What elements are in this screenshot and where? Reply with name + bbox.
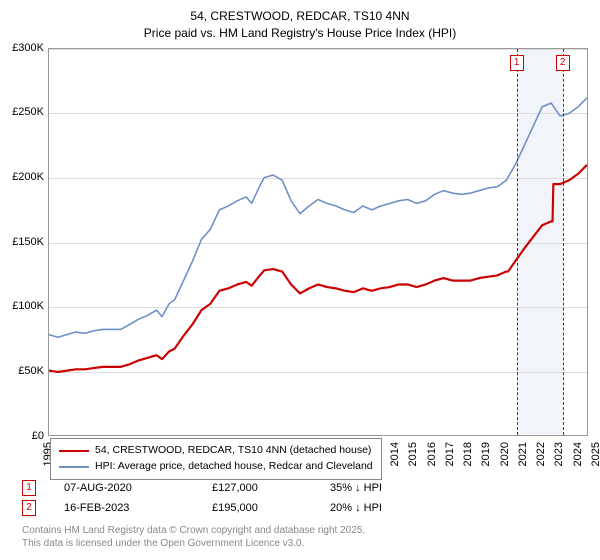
transaction-pct: 35% ↓ HPI [330,482,430,494]
transaction-badge: 2 [22,500,36,516]
y-tick-label: £50K [18,365,44,377]
y-tick-label: £100K [12,300,44,312]
y-tick-label: £150K [12,236,44,248]
marker-line [563,49,564,435]
y-axis: £0£50K£100K£150K£200K£250K£300K [4,48,48,436]
legend-row: 54, CRESTWOOD, REDCAR, TS10 4NN (detache… [59,443,373,459]
legend-row: HPI: Average price, detached house, Redc… [59,459,373,475]
x-tick-label: 2016 [426,442,438,466]
transaction-date: 16-FEB-2023 [64,502,184,514]
x-tick-label: 2014 [389,442,401,466]
transaction-badge: 1 [22,480,36,496]
x-tick-label: 2017 [444,442,456,466]
footer-line1: Contains HM Land Registry data © Crown c… [22,524,365,537]
footer-note: Contains HM Land Registry data © Crown c… [22,524,365,550]
transaction-date: 07-AUG-2020 [64,482,184,494]
x-tick-label: 2018 [462,442,474,466]
x-tick-label: 2015 [407,442,419,466]
x-tick-label: 2021 [517,442,529,466]
y-tick-label: £250K [12,106,44,118]
title-subtitle: Price paid vs. HM Land Registry's House … [4,25,596,42]
x-tick-label: 2025 [590,442,600,466]
transaction-price: £195,000 [212,502,302,514]
x-tick-label: 2019 [480,442,492,466]
plot-wrapper: £0£50K£100K£150K£200K£250K£300K 12 19951… [4,48,596,436]
legend: 54, CRESTWOOD, REDCAR, TS10 4NN (detache… [50,438,382,480]
x-tick-label: 2020 [499,442,511,466]
chart-container: 54, CRESTWOOD, REDCAR, TS10 4NN Price pa… [0,0,600,560]
transaction-pct: 20% ↓ HPI [330,502,430,514]
transaction-row: 1 07-AUG-2020 £127,000 35% ↓ HPI [22,480,430,496]
chart-title: 54, CRESTWOOD, REDCAR, TS10 4NN Price pa… [4,8,596,42]
y-tick-label: £300K [12,42,44,54]
title-address: 54, CRESTWOOD, REDCAR, TS10 4NN [4,8,596,25]
y-tick-label: £200K [12,171,44,183]
footer-line2: This data is licensed under the Open Gov… [22,537,365,550]
line-chart-svg [49,49,587,435]
legend-swatch [59,450,89,452]
legend-label: 54, CRESTWOOD, REDCAR, TS10 4NN (detache… [95,443,371,459]
marker-badge: 2 [556,55,570,71]
legend-swatch [59,466,89,468]
series-property [49,164,587,371]
marker-line [517,49,518,435]
marker-badge: 1 [510,55,524,71]
legend-label: HPI: Average price, detached house, Redc… [95,459,373,475]
transaction-price: £127,000 [212,482,302,494]
transaction-rows: 1 07-AUG-2020 £127,000 35% ↓ HPI 2 16-FEB-202… [22,480,430,520]
y-tick-label: £0 [32,430,44,442]
x-tick-label: 2022 [535,442,547,466]
x-tick-label: 2024 [572,442,584,466]
plot-area: 12 [48,48,588,436]
series-hpi [49,97,587,336]
x-tick-label: 2023 [553,442,565,466]
transaction-row: 2 16-FEB-2023 £195,000 20% ↓ HPI [22,500,430,516]
